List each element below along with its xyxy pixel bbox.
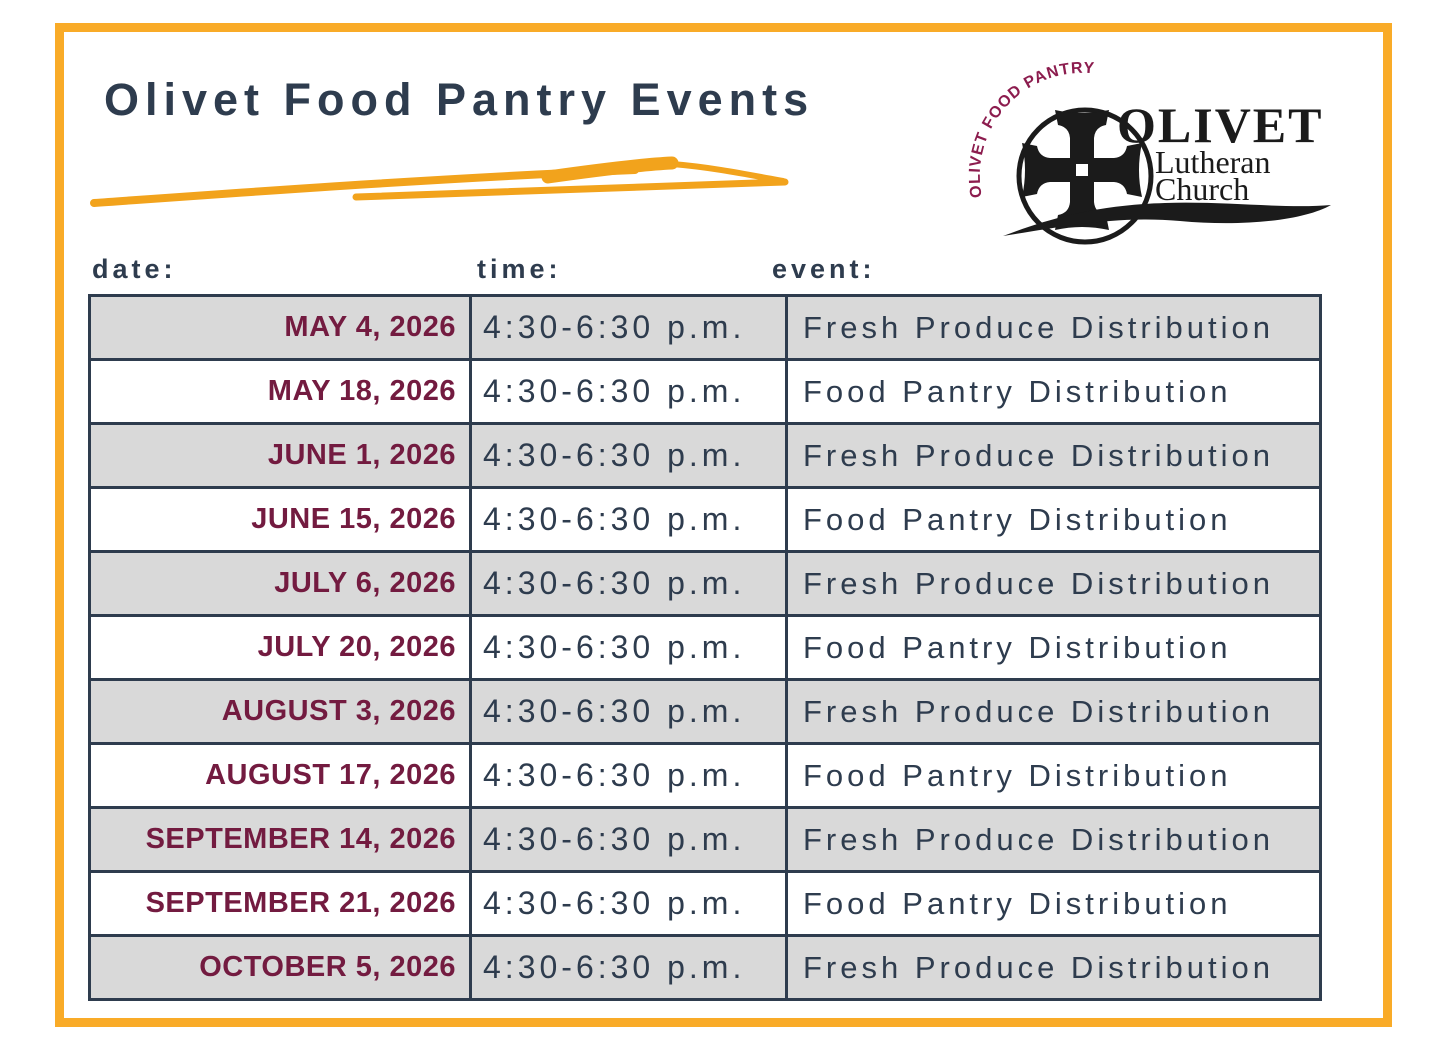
event-name-cell: Food Pantry Distribution <box>785 614 1322 681</box>
logo-circle <box>1016 107 1154 245</box>
table-row: JUNE 15, 2026 4:30-6:30 p.m. Food Pantry D… <box>88 486 1322 553</box>
page-border-frame <box>55 23 1392 1027</box>
event-name-cell: Fresh Produce Distribution <box>785 934 1322 1001</box>
table-row: MAY 18, 2026 4:30-6:30 p.m. Food Pantry Di… <box>88 358 1322 425</box>
event-date-cell: MAY 4, 2026 <box>88 294 472 361</box>
event-name-cell: Food Pantry Distribution <box>785 742 1322 809</box>
event-name-cell: Fresh Produce Distribution <box>785 806 1322 873</box>
event-time-cell: 4:30-6:30 p.m. <box>469 870 788 937</box>
event-time-cell: 4:30-6:30 p.m. <box>469 550 788 617</box>
column-header-time: time: <box>477 254 562 284</box>
event-time-cell: 4:30-6:30 p.m. <box>469 294 788 361</box>
event-name-cell: Food Pantry Distribution <box>785 358 1322 425</box>
event-date-cell: OCTOBER 5, 2026 <box>88 934 472 1001</box>
event-time-cell: 4:30-6:30 p.m. <box>469 742 788 809</box>
table-row: AUGUST 17, 2026 4:30-6:30 p.m. Food Pantry… <box>88 742 1322 809</box>
event-name-cell: Fresh Produce Distribution <box>785 294 1322 361</box>
event-name-cell: Food Pantry Distribution <box>785 486 1322 553</box>
table-row: SEPTEMBER 14, 2026 4:30-6:30 p.m. Fresh Pr… <box>88 806 1322 873</box>
event-date-cell: SEPTEMBER 14, 2026 <box>88 806 472 873</box>
logo-line1-text: Lutheran <box>1155 144 1271 180</box>
event-date-cell: AUGUST 17, 2026 <box>88 742 472 809</box>
logo-name-text: OLIVET <box>1117 97 1324 153</box>
event-date-cell: SEPTEMBER 21, 2026 <box>88 870 472 937</box>
table-row: SEPTEMBER 21, 2026 4:30-6:30 p.m. Food Pan… <box>88 870 1322 937</box>
logo-line2-text: Church <box>1155 171 1249 207</box>
event-date-cell: JUNE 15, 2026 <box>88 486 472 553</box>
event-time-cell: 4:30-6:30 p.m. <box>469 486 788 553</box>
event-time-cell: 4:30-6:30 p.m. <box>469 678 788 745</box>
events-schedule-table: MAY 4, 2026 4:30-6:30 p.m. Fresh Produce D… <box>88 294 1322 1001</box>
column-header-event: event: <box>772 254 876 284</box>
olivet-lutheran-church-logo: OLIVET FOOD PANTRY OLIVET Lutheran Churc… <box>967 62 1331 245</box>
table-row: JULY 20, 2026 4:30-6:30 p.m. Food Pantry D… <box>88 614 1322 681</box>
title-underline-swoosh-icon <box>90 156 789 207</box>
event-date-cell: JULY 20, 2026 <box>88 614 472 681</box>
logo-swoosh-icon <box>1003 202 1331 236</box>
event-name-cell: Fresh Produce Distribution <box>785 550 1322 617</box>
event-time-cell: 4:30-6:30 p.m. <box>469 934 788 1001</box>
table-row: JUNE 1, 2026 4:30-6:30 p.m. Fresh Produce … <box>88 422 1322 489</box>
table-row: MAY 4, 2026 4:30-6:30 p.m. Fresh Produce D… <box>88 294 1322 361</box>
event-name-cell: Fresh Produce Distribution <box>785 422 1322 489</box>
event-name-cell: Fresh Produce Distribution <box>785 678 1322 745</box>
event-name-cell: Food Pantry Distribution <box>785 870 1322 937</box>
event-time-cell: 4:30-6:30 p.m. <box>469 614 788 681</box>
event-time-cell: 4:30-6:30 p.m. <box>469 358 788 425</box>
event-date-cell: JULY 6, 2026 <box>88 550 472 617</box>
table-row: OCTOBER 5, 2026 4:30-6:30 p.m. Fresh Produ… <box>88 934 1322 1001</box>
event-time-cell: 4:30-6:30 p.m. <box>469 806 788 873</box>
event-date-cell: JUNE 1, 2026 <box>88 422 472 489</box>
table-row: AUGUST 3, 2026 4:30-6:30 p.m. Fresh Produc… <box>88 678 1322 745</box>
event-date-cell: MAY 18, 2026 <box>88 358 472 425</box>
page-title: Olivet Food Pantry Events <box>104 74 815 125</box>
event-time-cell: 4:30-6:30 p.m. <box>469 422 788 489</box>
column-header-date: date: <box>92 254 177 284</box>
table-row: JULY 6, 2026 4:30-6:30 p.m. Fresh Produce … <box>88 550 1322 617</box>
event-date-cell: AUGUST 3, 2026 <box>88 678 472 745</box>
